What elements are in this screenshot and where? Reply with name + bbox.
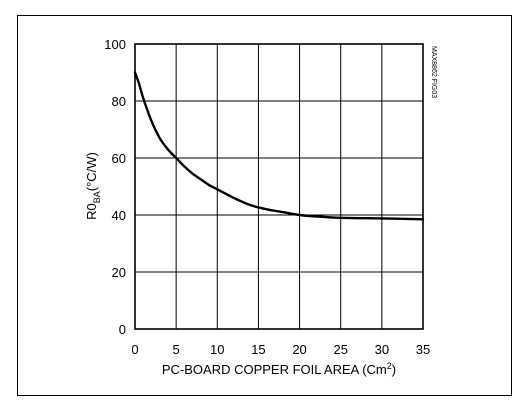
figure-code: MAX8862 FIG03 xyxy=(430,46,437,98)
chart-frame xyxy=(17,15,512,396)
y-tick-label: 60 xyxy=(112,151,126,166)
x-tick-label: 5 xyxy=(173,342,180,357)
x-axis-label: PC-BOARD COPPER FOIL AREA (Cm2) xyxy=(162,361,396,377)
x-tick-label: 0 xyxy=(131,342,138,357)
y-axis-label: R0BA(°C/W) xyxy=(84,152,102,220)
y-tick-label: 80 xyxy=(112,94,126,109)
x-tick-label: 10 xyxy=(210,342,224,357)
y-tick-label: 100 xyxy=(104,37,126,52)
y-tick-labels: 0 20 40 60 80 100 xyxy=(104,37,126,337)
plot-area xyxy=(134,43,424,330)
x-tick-label: 25 xyxy=(333,342,347,357)
x-tick-labels: 0 5 10 15 20 25 30 35 xyxy=(131,342,430,357)
x-tick-label: 20 xyxy=(292,342,306,357)
x-tick-label: 30 xyxy=(375,342,389,357)
y-tick-label: 20 xyxy=(112,265,126,280)
grid xyxy=(135,44,423,329)
x-tick-label: 15 xyxy=(251,342,265,357)
x-tick-label: 35 xyxy=(416,342,430,357)
y-tick-label: 40 xyxy=(112,208,126,223)
y-tick-label: 0 xyxy=(119,322,126,337)
series-line xyxy=(133,71,425,221)
